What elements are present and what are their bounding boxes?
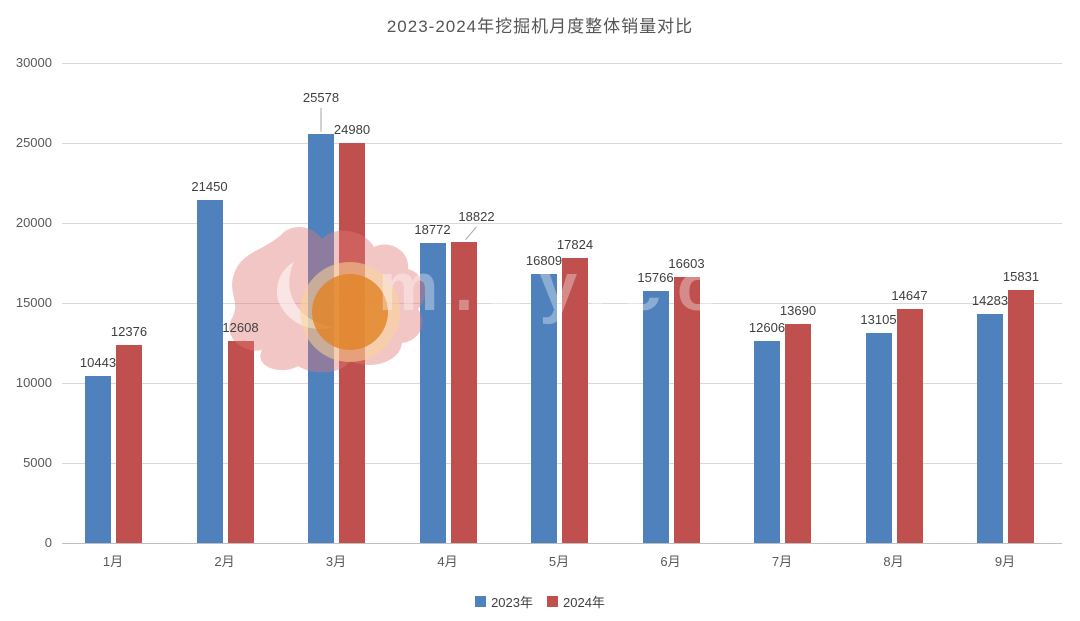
x-tick-label: 3月 xyxy=(325,554,347,569)
value-label: 13105 xyxy=(860,312,897,328)
value-label: 15831 xyxy=(1002,268,1040,284)
y-tick-label: 25000 xyxy=(15,135,52,150)
bar-2024年-5月 xyxy=(562,257,588,543)
value-label: 24980 xyxy=(333,122,371,138)
bar-2023年-8月 xyxy=(865,333,892,543)
y-tick-label: 20000 xyxy=(15,215,52,230)
legend-swatch xyxy=(547,596,558,607)
bar-2024年-9月 xyxy=(1008,289,1034,543)
x-tick-label: 6月 xyxy=(660,554,681,569)
bar-2024年-2月 xyxy=(227,341,254,543)
value-label: 12608 xyxy=(222,320,259,336)
value-label: 18822 xyxy=(458,208,495,224)
chart-legend: 2023年 2024年 xyxy=(0,592,1080,611)
value-label: 15766 xyxy=(637,269,674,285)
value-label: 12606 xyxy=(748,320,786,336)
value-label: 18772 xyxy=(414,221,451,237)
bar-2023年-1月 xyxy=(85,375,111,543)
value-label: 16603 xyxy=(668,256,705,272)
x-tick-label: 7月 xyxy=(771,554,793,569)
value-label: 17824 xyxy=(556,236,594,252)
bar-2023年-5月 xyxy=(531,274,557,543)
value-label: 16809 xyxy=(525,253,563,269)
y-tick-label: 15000 xyxy=(15,295,52,310)
value-label: 10443 xyxy=(79,354,117,370)
legend-label: 2023年 xyxy=(491,595,533,610)
x-tick-label: 5月 xyxy=(548,554,570,569)
y-tick-label: 10000 xyxy=(15,375,52,390)
legend-label: 2024年 xyxy=(563,595,605,610)
bar-2024年-7月 xyxy=(785,323,811,543)
legend-item-2023年: 2023年 xyxy=(475,592,533,611)
x-tick-label: 2月 xyxy=(214,554,235,569)
chart-title: 2023-2024年挖掘机月度整体销量对比 xyxy=(386,17,694,36)
bar-2023年-9月 xyxy=(977,314,1003,543)
gridline xyxy=(62,63,1062,64)
x-tick-label: 4月 xyxy=(437,554,458,569)
value-label: 14647 xyxy=(891,287,928,303)
bar-2023年-7月 xyxy=(754,341,780,543)
bar-2024年-8月 xyxy=(896,308,923,543)
x-tick-label: 1月 xyxy=(102,554,124,569)
bar-2023年-6月 xyxy=(642,290,669,543)
value-label: 21450 xyxy=(191,178,228,194)
leader-line xyxy=(465,226,477,241)
bar-2024年-6月 xyxy=(673,277,700,543)
value-label: 13690 xyxy=(779,302,817,318)
gridline xyxy=(62,143,1062,144)
gridline xyxy=(62,543,1062,544)
value-label: 25578 xyxy=(302,89,340,105)
value-label: 14283 xyxy=(971,293,1009,309)
y-tick-label: 30000 xyxy=(15,55,52,70)
legend-swatch xyxy=(475,596,487,607)
bar-2024年-1月 xyxy=(116,344,142,543)
x-tick-label: 9月 xyxy=(994,554,1016,569)
y-tick-label: 0 xyxy=(44,535,52,550)
x-tick-label: 8月 xyxy=(883,554,904,569)
value-label: 12376 xyxy=(110,323,148,339)
y-tick-label: 5000 xyxy=(23,455,52,470)
bar-2024年-4月 xyxy=(450,241,477,543)
bar-2023年-4月 xyxy=(419,242,446,543)
bar-2023年-2月 xyxy=(196,199,223,543)
gridline xyxy=(62,223,1062,224)
legend-item-2024年: 2024年 xyxy=(547,592,605,611)
